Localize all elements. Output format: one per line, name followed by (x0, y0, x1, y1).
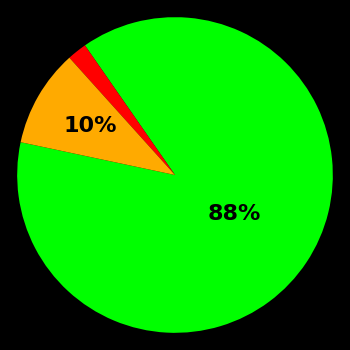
Wedge shape (69, 46, 175, 175)
Wedge shape (21, 58, 175, 175)
Text: 10%: 10% (63, 116, 117, 136)
Wedge shape (17, 17, 333, 333)
Text: 88%: 88% (208, 204, 261, 224)
